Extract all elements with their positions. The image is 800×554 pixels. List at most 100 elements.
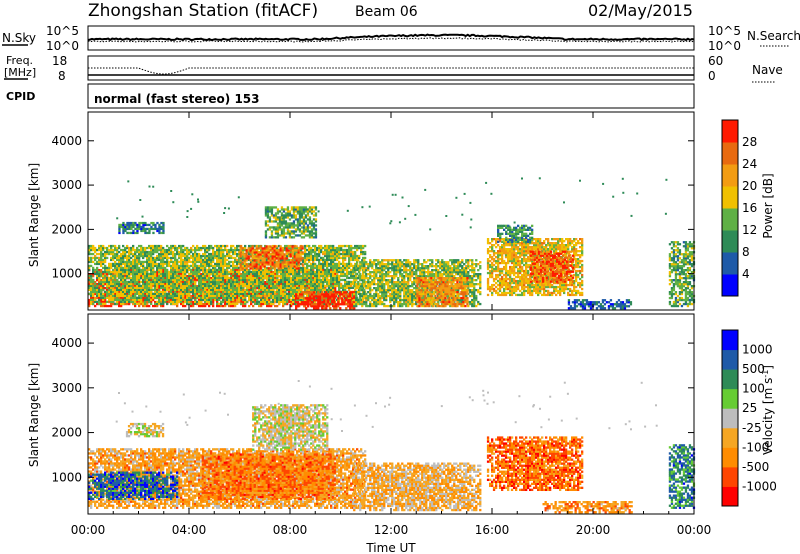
power-cell [318, 274, 321, 278]
power-cell [328, 254, 331, 258]
power-cell [114, 270, 117, 274]
power-cell [182, 300, 185, 304]
power-cell [166, 292, 169, 295]
power-cell [124, 246, 127, 250]
power-cell [170, 246, 173, 250]
power-cell [320, 256, 323, 260]
power-cell [178, 264, 181, 268]
power-cell [190, 282, 193, 286]
power-cell [320, 264, 323, 268]
power-cell [270, 290, 273, 293]
power-cell [292, 272, 295, 276]
power-cell [146, 272, 149, 276]
power-cell [126, 292, 129, 296]
power-cell [234, 264, 237, 268]
power-cell [286, 272, 289, 276]
power-cell [266, 300, 269, 303]
power-cell [100, 292, 103, 295]
power-cell [118, 276, 121, 280]
power-cell [154, 302, 157, 305]
power-cell [302, 272, 305, 276]
power-cell [346, 252, 349, 256]
power-cell [332, 274, 335, 278]
power-cell [298, 270, 301, 274]
power-cell [272, 300, 275, 303]
power-cell [94, 292, 97, 296]
power-cell [144, 296, 147, 300]
power-cell [180, 268, 183, 272]
power-cell [318, 260, 321, 264]
power-cell [324, 276, 327, 280]
power-cell [304, 266, 307, 270]
power-cell [326, 252, 329, 256]
power-cell [184, 294, 187, 298]
power-cell [348, 262, 351, 266]
power-cell [142, 252, 145, 256]
power-cell [100, 296, 103, 299]
power-cell [200, 289, 203, 292]
power-cell [256, 278, 259, 282]
power-cell [126, 262, 129, 266]
power-cell [330, 270, 333, 274]
power-cell [164, 266, 167, 270]
power-cell [282, 280, 285, 284]
power-cell [224, 304, 227, 308]
power-cell [314, 270, 317, 274]
power-cell [212, 290, 215, 293]
power-cell [226, 248, 229, 252]
power-cell [110, 250, 113, 254]
power-cell [190, 288, 193, 291]
power-cell [128, 276, 131, 280]
power-cell [198, 278, 201, 282]
power-cell [190, 250, 193, 254]
power-cell [118, 288, 121, 291]
power-cell [166, 284, 169, 288]
power-cell [108, 244, 111, 248]
power-cell [176, 282, 179, 286]
power-cell [228, 284, 231, 288]
power-cell [348, 246, 351, 250]
power-cell [116, 274, 119, 278]
power-cell [162, 282, 165, 286]
power-cell [184, 258, 187, 262]
power-cell [152, 304, 155, 308]
power-cell [310, 288, 313, 291]
power-cell [164, 284, 167, 288]
power-cell [122, 250, 125, 254]
power-cell [190, 294, 193, 298]
power-cell [306, 274, 309, 278]
power-cell [324, 248, 327, 252]
power-cell [178, 298, 181, 301]
power-cell [308, 284, 311, 288]
power-cell [112, 300, 115, 303]
power-cell [264, 294, 267, 297]
power-cell [194, 258, 197, 262]
power-cell [244, 270, 247, 274]
power-cell [104, 304, 107, 308]
power-cell [254, 298, 257, 302]
power-cell [202, 270, 205, 274]
power-cell [224, 284, 227, 288]
power-cell [312, 258, 315, 262]
power-cell [128, 264, 131, 268]
power-cell [188, 277, 191, 280]
power-cell [212, 246, 215, 250]
power-cell [244, 300, 247, 303]
power-cell [116, 298, 119, 301]
power-cell [200, 284, 203, 288]
power-cell [240, 296, 243, 299]
power-cell [272, 272, 275, 276]
power-cell [318, 244, 321, 248]
power-cell [348, 264, 351, 268]
power-cell [122, 290, 125, 293]
power-cell [108, 282, 111, 286]
power-cell [326, 250, 329, 254]
power-cell [92, 270, 95, 274]
power-cell [152, 288, 155, 291]
power-cell [96, 294, 99, 297]
power-cell [182, 258, 185, 262]
power-cell [120, 270, 123, 274]
power-cell [196, 276, 199, 280]
power-cell [176, 262, 179, 266]
power-cell [148, 254, 151, 258]
